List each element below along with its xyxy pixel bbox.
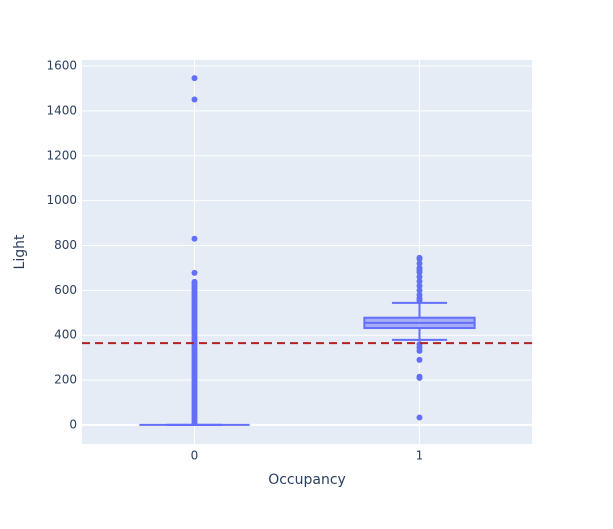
y-tick-label: 400: [54, 328, 77, 342]
y-tick-label: 1200: [46, 148, 77, 162]
outlier: [191, 235, 198, 242]
y-tick-label: 1600: [46, 59, 77, 73]
y-axis-title: Light: [12, 234, 28, 269]
plot-area: [82, 60, 532, 444]
y-tick-label: 600: [54, 283, 77, 297]
outlier: [416, 273, 423, 280]
outlier: [416, 356, 423, 363]
outlier: [416, 297, 423, 304]
outlier: [416, 260, 423, 267]
outlier: [416, 282, 423, 289]
outlier: [191, 75, 198, 82]
y-tick-label: 1000: [46, 193, 77, 207]
x-tick-label: 1: [416, 449, 424, 463]
outlier: [191, 269, 198, 276]
outlier: [416, 269, 423, 276]
outlier: [416, 374, 423, 381]
outlier: [191, 419, 198, 426]
y-tick-label: 200: [54, 373, 77, 387]
x-axis-title: Occupancy: [268, 472, 346, 488]
outlier: [416, 287, 423, 294]
x-tick-label: 0: [191, 449, 199, 463]
outlier: [416, 255, 423, 262]
outlier: [416, 347, 423, 354]
outlier: [191, 96, 198, 103]
outlier: [416, 414, 423, 421]
outlier: [416, 278, 423, 285]
y-tick-label: 1400: [46, 103, 77, 117]
y-tick-label: 800: [54, 238, 77, 252]
y-tick-label: 0: [69, 417, 77, 431]
